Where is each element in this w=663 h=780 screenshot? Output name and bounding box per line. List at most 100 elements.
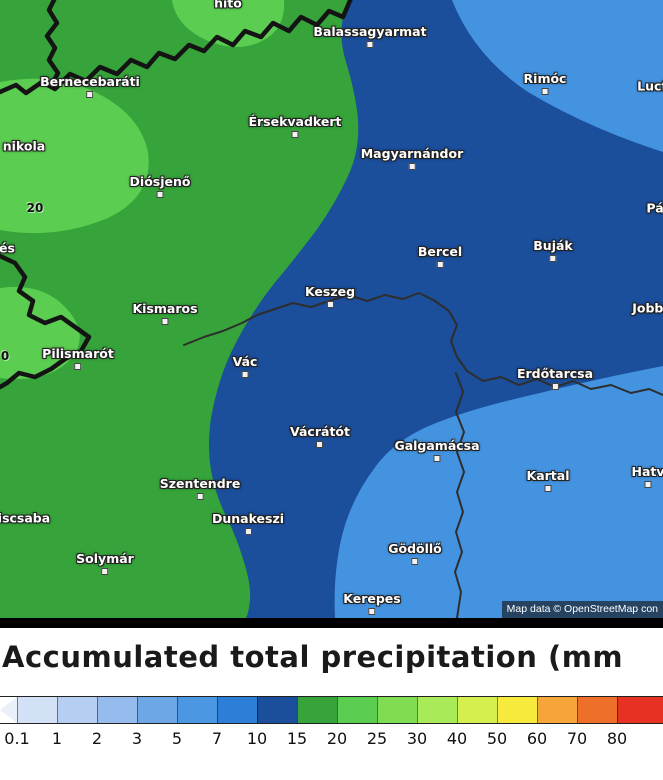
tick-label: 50	[486, 729, 508, 748]
tick-label: 15	[286, 729, 308, 748]
town-label: Erdőtarcsa	[517, 366, 593, 390]
town-marker	[86, 91, 94, 98]
town-label: Bercel	[418, 244, 462, 268]
town-label: Diósjenő	[129, 174, 191, 198]
town-name: Solymár	[76, 551, 134, 566]
region-20-25mm	[0, 286, 80, 380]
town-label: Kismaros	[132, 301, 198, 325]
colorbar-segment-2-3	[97, 697, 137, 723]
town-name: Bernecebaráti	[40, 74, 140, 89]
town-marker	[408, 163, 416, 170]
tick-label: 40	[446, 729, 468, 748]
colorbar-segment-50-60	[497, 697, 537, 723]
region-7-10mm	[334, 366, 663, 618]
town-marker	[644, 481, 652, 488]
town-label: Solymár	[76, 551, 134, 575]
colorbar-ticks: 0.1 1 2 3 5 7 10 15 20 25 30 40 50 60 70 80	[0, 729, 663, 751]
town-name: és	[0, 240, 15, 256]
county-border-line	[454, 372, 465, 618]
town-marker	[368, 608, 376, 615]
town-name: hitó	[214, 0, 242, 11]
colorbar-segment-1-2	[57, 697, 97, 723]
town-marker	[316, 441, 324, 448]
town-marker	[101, 568, 109, 575]
tick-label: 2	[91, 729, 103, 748]
town-marker	[326, 301, 334, 308]
town-label: Buják	[533, 238, 573, 262]
tick-label: 10	[246, 729, 268, 748]
town-label: Kartal	[526, 468, 570, 492]
town-marker	[366, 41, 374, 48]
town-name: nikola	[2, 138, 46, 154]
tick-label: 3	[131, 729, 143, 748]
colorbar-segment-25-30	[377, 697, 417, 723]
county-border-line	[183, 292, 663, 396]
town-name: Magyarnándor	[360, 146, 464, 161]
colorbar-segment-10-15	[257, 697, 297, 723]
tick-label: 7	[211, 729, 223, 748]
town-name: Keszeg	[304, 284, 356, 299]
town-label: Dunakeszi	[212, 511, 284, 535]
colorbar-segment-70-80	[577, 697, 617, 723]
town-label: Kerepes	[343, 591, 401, 615]
tick-label: 70	[566, 729, 588, 748]
country-border-line	[0, 0, 353, 96]
colorbar-segment-3-5	[137, 697, 177, 723]
town-marker	[411, 558, 419, 565]
town-label: Érsekvadkert	[248, 114, 342, 138]
town-name: Kismaros	[132, 301, 198, 316]
town-label: Magyarnándor	[360, 146, 464, 170]
precipitation-map: hitó Balassagyarmat Bernecebaráti Rimóc Lucf…	[0, 0, 663, 628]
town-marker	[244, 528, 252, 535]
region-7-10mm	[452, 0, 663, 152]
tick-label: 20	[326, 729, 348, 748]
town-name: Vác	[232, 354, 258, 369]
colorbar-segment-40-50	[457, 697, 497, 723]
tick-label: 1	[51, 729, 63, 748]
tick-label: 0.1	[4, 729, 30, 748]
town-label: Gödöllő	[388, 541, 442, 565]
tick-label: 30	[406, 729, 428, 748]
town-name: Pá	[646, 200, 663, 216]
town-label: Szentendre	[160, 476, 240, 500]
county-border-line	[0, 253, 92, 390]
town-name: Kartal	[526, 468, 570, 483]
town-label: nikola	[3, 139, 45, 154]
town-marker	[196, 493, 204, 500]
colorbar-segment-<0.1	[0, 697, 17, 723]
town-marker	[544, 485, 552, 492]
town-name: Rimóc	[523, 71, 567, 86]
colorbar-segment-30-40	[417, 697, 457, 723]
town-marker	[291, 131, 299, 138]
region-20-25mm	[0, 78, 149, 234]
colorbar-segments	[0, 696, 663, 724]
town-marker	[156, 191, 164, 198]
contour-label: 0	[0, 349, 10, 363]
colorbar	[0, 696, 663, 724]
town-name: Vácrátót	[290, 424, 350, 439]
precipitation-map-image	[0, 0, 663, 618]
map-frame-bottom	[0, 618, 663, 628]
country-border-line	[44, 0, 61, 87]
town-marker	[241, 371, 249, 378]
colorbar-segment->80	[617, 697, 663, 723]
town-label: Rimóc	[523, 71, 567, 95]
town-marker	[436, 261, 444, 268]
tick-label: 25	[366, 729, 388, 748]
tick-label: 5	[171, 729, 183, 748]
town-label: iscsaba	[0, 511, 50, 526]
colorbar-segment-15-20	[297, 697, 337, 723]
osm-attribution-link[interactable]: Map data © OpenStreetMap con	[501, 601, 663, 618]
town-label: Balassagyarmat	[313, 24, 427, 48]
legend-title: Accumulated total precipitation (mm	[2, 640, 624, 674]
town-name: Lucf	[637, 78, 663, 94]
town-label: Vác	[232, 354, 258, 378]
town-name: Gödöllő	[388, 541, 442, 556]
town-label: Lucf	[637, 79, 663, 94]
town-name: Dunakeszi	[211, 511, 285, 526]
town-name: iscsaba	[0, 510, 51, 526]
tick-label: 80	[606, 729, 628, 748]
town-marker	[74, 363, 82, 370]
town-label: és	[0, 241, 15, 256]
town-name: Diósjenő	[129, 174, 191, 189]
